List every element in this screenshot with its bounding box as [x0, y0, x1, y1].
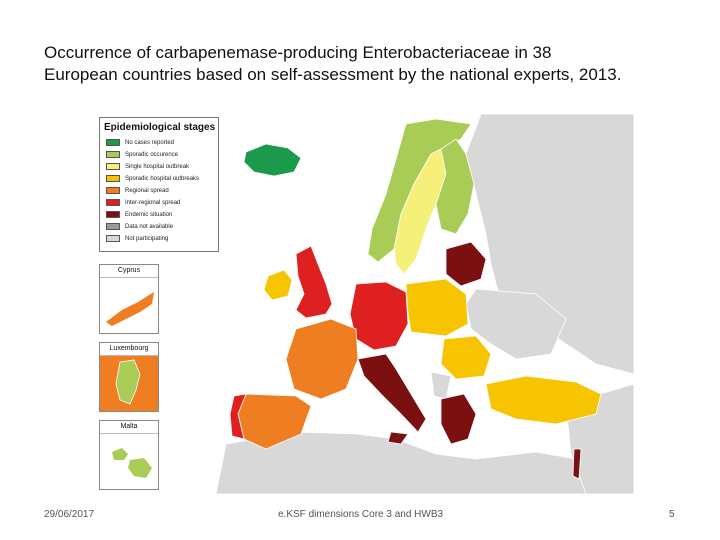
legend-item: Not participating — [106, 234, 168, 243]
legend-item: Data not available — [106, 222, 173, 231]
legend-item: Sporadic hospital outbreaks — [106, 174, 199, 183]
country-france — [285, 318, 359, 400]
legend-item: Regional spread — [106, 186, 169, 195]
north-africa — [215, 431, 597, 494]
legend-swatch — [106, 211, 120, 218]
legend-swatch — [106, 139, 120, 146]
country-belarus — [445, 241, 487, 287]
legend-swatch — [106, 151, 120, 158]
legend-label: Regional spread — [125, 187, 169, 194]
legend-label: Sporadic hospital outbreaks — [125, 175, 200, 182]
slide-title: Occurrence of carbapenemase-producing En… — [44, 42, 684, 86]
country-italy — [357, 353, 427, 433]
luxembourg-shape — [115, 359, 141, 405]
europe-map: Epidemiological stages No cases reported… — [96, 114, 634, 494]
footer-date: 29/06/2017 — [44, 509, 95, 520]
inset-luxembourg-label: Luxembourg — [100, 343, 158, 356]
legend-swatch — [106, 187, 120, 194]
legend-swatch — [106, 199, 120, 206]
legend-title: Epidemiological stages — [104, 122, 216, 133]
legend-label: Sporadic occurence — [125, 151, 179, 158]
legend-swatch — [106, 163, 120, 170]
country-israel — [572, 448, 582, 480]
legend-label: Not participating — [125, 235, 169, 242]
map-svg — [96, 114, 634, 494]
legend-label: Inter-regional spread — [125, 199, 181, 206]
legend-swatch — [106, 175, 120, 182]
legend-label: Data not available — [125, 223, 174, 230]
inset-luxembourg: Luxembourg — [99, 342, 159, 412]
inset-malta: Malta — [99, 420, 159, 490]
cyprus-shape — [106, 292, 154, 326]
title-line-1: Occurrence of carbapenemase-producing En… — [44, 43, 552, 62]
country-poland — [405, 278, 469, 337]
country-finland — [435, 138, 475, 235]
title-line-2: European countries based on self-assessm… — [44, 65, 622, 84]
legend-label: No cases reported — [125, 139, 175, 146]
page-number: 5 — [669, 509, 675, 520]
legend-label: Endemic situation — [125, 211, 173, 218]
inset-cyprus: Cyprus — [99, 264, 159, 334]
country-greece — [440, 393, 477, 445]
country-ireland — [263, 269, 293, 301]
legend-swatch — [106, 223, 120, 230]
country-germany — [349, 281, 409, 351]
legend-item: Single hospital outbreak — [106, 162, 189, 171]
country-uk — [295, 245, 333, 319]
country-iceland — [243, 143, 302, 177]
malta-shape — [112, 448, 152, 478]
country-sweden — [393, 148, 447, 275]
country-ukraine — [465, 288, 567, 360]
legend-swatch — [106, 235, 120, 242]
legend-item: Inter-regional spread — [106, 198, 180, 207]
country-portugal — [229, 393, 247, 440]
island-sicily — [387, 431, 409, 445]
map-legend: Epidemiological stages No cases reported… — [99, 117, 219, 252]
legend-item: Endemic situation — [106, 210, 172, 219]
country-romania — [440, 335, 492, 380]
inset-malta-label: Malta — [100, 421, 158, 434]
legend-item: No cases reported — [106, 138, 174, 147]
country-turkey — [485, 375, 602, 425]
legend-label: Single hospital outbreak — [125, 163, 190, 170]
legend-item: Sporadic occurence — [106, 150, 178, 159]
footer-title: e.KSF dimensions Core 3 and HWB3 — [278, 509, 444, 520]
inset-cyprus-label: Cyprus — [100, 265, 158, 278]
